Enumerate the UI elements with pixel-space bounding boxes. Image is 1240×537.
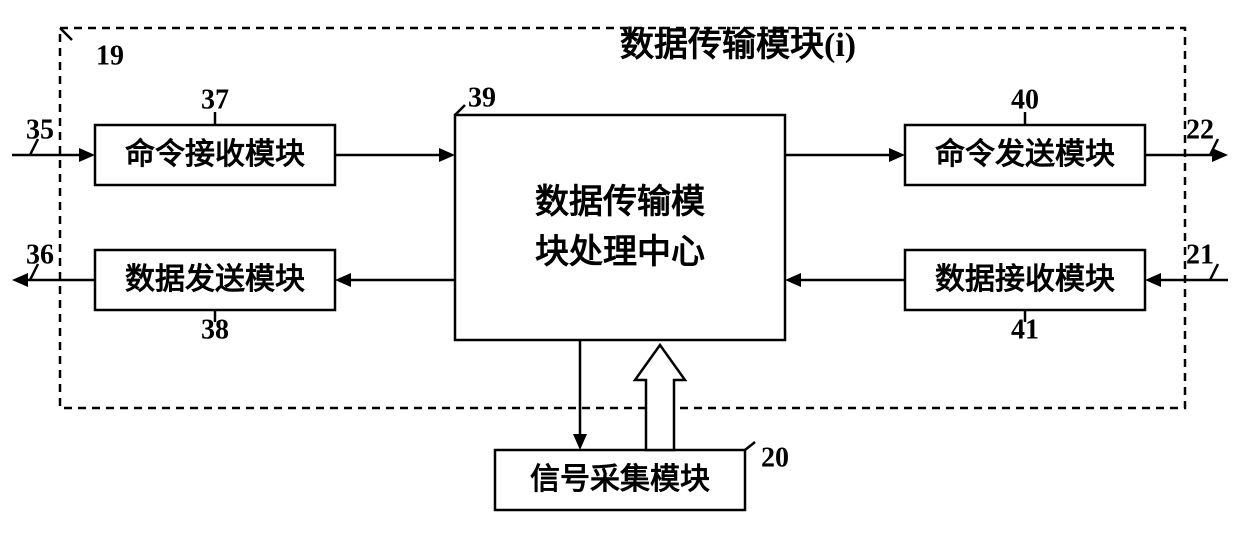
- tick-39: [455, 105, 465, 115]
- label-36: 36: [26, 239, 54, 270]
- block-label-sig-acq: 信号采集模块: [530, 463, 710, 496]
- center-block-line1: 数据传输模: [535, 183, 705, 221]
- block-label-data-send: 数据发送模块: [125, 263, 305, 296]
- arrow-head-a-out-22: [1212, 148, 1228, 162]
- arrow-head-a-in-21: [1145, 273, 1161, 287]
- hollow-up-arrow: [635, 345, 685, 450]
- arrow-head-a-39-38: [335, 273, 351, 287]
- center-block-line2: 块处理中心: [535, 233, 705, 271]
- label-35: 35: [26, 114, 54, 145]
- label-19: 19: [96, 40, 124, 71]
- label-22: 22: [1186, 114, 1214, 145]
- tick-20: [745, 442, 755, 450]
- center-block: [455, 115, 785, 340]
- arrow-head-a-39-40: [889, 148, 905, 162]
- diagram-title: 数据传输模块(i): [620, 26, 856, 64]
- label-20: 20: [761, 442, 789, 473]
- tick-19: [60, 28, 72, 40]
- block-label-data-recv: 数据接收模块: [935, 263, 1115, 296]
- block-label-cmd-recv: 命令接收模块: [125, 137, 305, 171]
- label-40: 40: [1011, 84, 1039, 115]
- arrow-head-a-41-39: [785, 273, 801, 287]
- arrow-head-a-37-39: [439, 148, 455, 162]
- down-arrow-head: [573, 434, 587, 450]
- label-37: 37: [201, 84, 229, 115]
- label-38: 38: [201, 314, 229, 345]
- label-41: 41: [1011, 314, 1039, 345]
- label-39: 39: [468, 82, 496, 113]
- block-label-cmd-send: 命令发送模块: [935, 137, 1115, 171]
- arrow-head-a-out-36: [12, 273, 28, 287]
- label-21: 21: [1186, 239, 1214, 270]
- arrow-head-a-in-35: [79, 148, 95, 162]
